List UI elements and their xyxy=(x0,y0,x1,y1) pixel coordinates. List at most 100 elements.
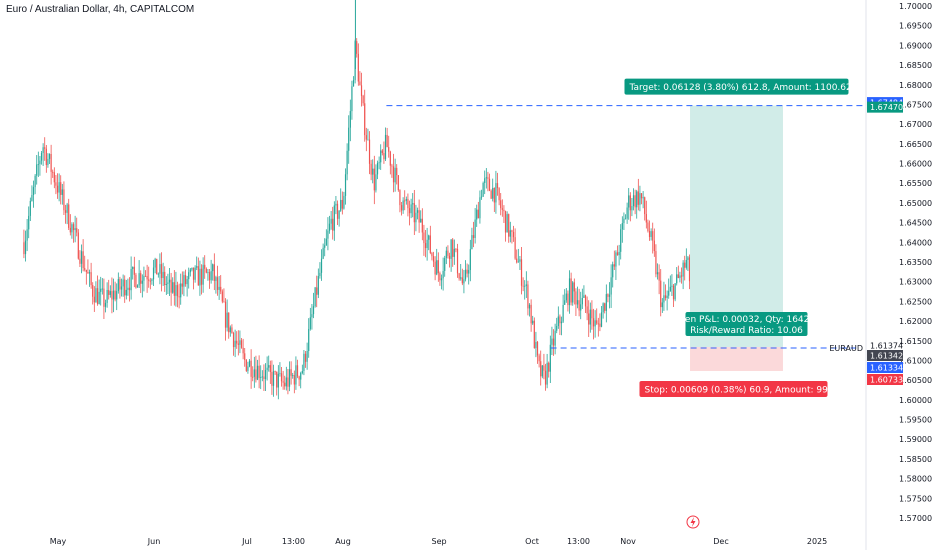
price-tick-label: 1.67500 xyxy=(899,100,932,109)
candle-body xyxy=(197,266,199,286)
candle-body xyxy=(36,164,38,176)
candle-body xyxy=(663,295,665,303)
candle-body xyxy=(476,209,478,220)
candle-body xyxy=(346,150,348,175)
candle-body xyxy=(128,287,131,291)
price-tick-label: 1.68000 xyxy=(899,81,932,90)
candle-body xyxy=(423,232,425,244)
candle-body xyxy=(394,167,396,183)
candle-body xyxy=(240,340,243,348)
candle-body xyxy=(509,230,511,237)
candle-body xyxy=(101,288,103,290)
candle-body xyxy=(479,197,481,219)
candle-body xyxy=(517,261,519,263)
target-label-box[interactable] xyxy=(624,78,849,95)
candle-body xyxy=(492,187,494,199)
profit-zone[interactable] xyxy=(690,105,783,347)
candle-body xyxy=(133,266,135,275)
candle-body xyxy=(196,266,198,268)
candle-body xyxy=(455,248,457,250)
candle-body xyxy=(192,267,195,280)
price-tick-label: 1.58000 xyxy=(899,475,932,484)
candle-body xyxy=(399,190,401,206)
candle-body xyxy=(375,174,377,191)
candle-body xyxy=(255,369,257,380)
lightning-icon[interactable] xyxy=(686,515,700,529)
candle-body xyxy=(588,313,590,325)
candle-body xyxy=(432,256,435,262)
candle-body xyxy=(220,286,222,292)
candle-body xyxy=(370,163,372,175)
candle-body xyxy=(55,182,57,186)
candle-body xyxy=(48,153,51,159)
candle-body xyxy=(170,279,172,293)
candle-body xyxy=(405,199,407,201)
candle-body xyxy=(263,376,265,380)
candle-body xyxy=(384,134,387,160)
candle-body xyxy=(32,187,35,196)
candle-body xyxy=(388,147,390,152)
price-tick-label: 1.68500 xyxy=(899,61,932,70)
loss-zone[interactable] xyxy=(690,346,783,371)
candle-body xyxy=(162,271,164,279)
candle-body xyxy=(244,353,246,360)
candle-body xyxy=(420,218,422,223)
price-tick-label: 1.67000 xyxy=(899,120,932,129)
candle-body xyxy=(200,268,203,285)
target-price-text: 1.67470 xyxy=(870,103,903,112)
candle-body xyxy=(58,182,60,193)
candle-body xyxy=(359,81,361,86)
candle-body xyxy=(604,303,606,311)
candle-body xyxy=(229,327,231,333)
candle-body xyxy=(644,197,646,215)
candle-body xyxy=(559,316,561,324)
candle-body xyxy=(503,209,505,212)
candle-body xyxy=(333,205,335,231)
candle-body xyxy=(661,302,663,308)
candle-body xyxy=(620,229,622,252)
candle-body xyxy=(76,228,78,233)
long-position-tool[interactable]: Target: 0.06128 (3.80%) 612.8, Amount: 1… xyxy=(386,78,866,397)
candle-body xyxy=(599,323,601,327)
candle-body xyxy=(487,177,489,179)
candle-body xyxy=(285,377,287,387)
time-tick-label: 13:00 xyxy=(282,537,305,546)
candle-body xyxy=(677,274,679,278)
candle-body xyxy=(589,309,591,325)
candle-body xyxy=(501,208,503,210)
candle-body xyxy=(415,212,417,223)
candle-body xyxy=(24,240,27,255)
price-tick-label: 1.59000 xyxy=(899,435,932,444)
candle-body xyxy=(175,285,177,296)
candle-body xyxy=(448,255,451,259)
candle-body xyxy=(112,290,115,300)
candle-body xyxy=(464,269,467,280)
pnl-label-box[interactable] xyxy=(685,311,808,336)
candle-body xyxy=(80,251,83,264)
candle-body xyxy=(452,239,454,257)
candle-body xyxy=(77,232,79,259)
candle-body xyxy=(90,272,92,286)
candle-body xyxy=(418,210,420,223)
candle-body xyxy=(279,373,281,375)
candle-body xyxy=(245,359,247,371)
candle-body xyxy=(340,199,342,211)
candle-body xyxy=(82,251,84,269)
candle-body xyxy=(647,222,649,232)
candle-body xyxy=(304,353,307,362)
candle-body xyxy=(266,367,268,371)
candle-body xyxy=(156,258,158,275)
candle-body xyxy=(477,209,479,219)
price-axis[interactable]: 1.70000 1.69500 1.69000 1.68500 1.68000 1.675… xyxy=(899,2,932,523)
price-tick-label: 1.58500 xyxy=(899,455,932,464)
candle-body xyxy=(596,320,598,324)
candle-body xyxy=(183,275,185,287)
candle-body xyxy=(426,239,428,249)
stop-label-box[interactable] xyxy=(639,380,828,397)
candle-body xyxy=(341,199,343,209)
candle-body xyxy=(194,267,196,280)
candle-body xyxy=(666,295,668,298)
candle-body xyxy=(269,365,271,373)
time-axis[interactable]: May Jun Jul 13:00 Aug Sep Oct 13:00 Nov Dec 2025 xyxy=(50,537,827,546)
